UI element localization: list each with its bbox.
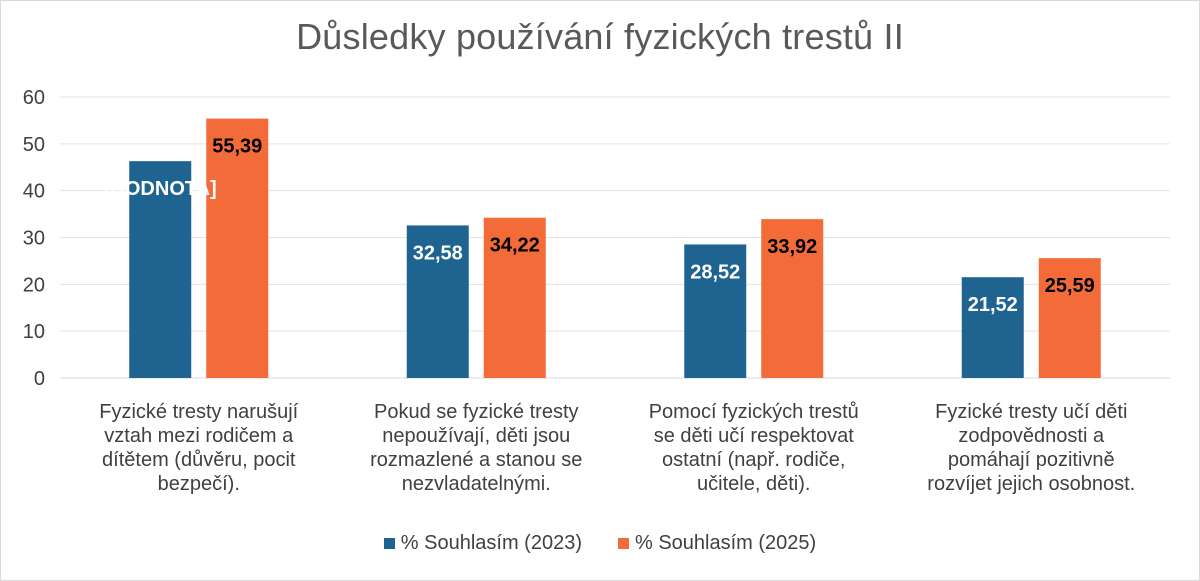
data-label-2023-2: 28,52 <box>690 261 740 283</box>
y-tick-label: 10 <box>23 321 45 343</box>
data-label-2023-3: 21,52 <box>968 294 1018 316</box>
legend-label-2025: % Souhlasím (2025) <box>635 532 817 554</box>
y-tick-label: 40 <box>23 181 45 203</box>
legend-swatch-2023 <box>383 538 395 549</box>
data-label-2025-2: 33,92 <box>767 236 817 258</box>
category-label-1: Pokud se fyzické tresty nepoužívají, děti… <box>370 401 582 495</box>
bar-2023-1[interactable] <box>406 225 469 378</box>
category-label-2: Pomocí fyzických trestů se děti učí respe… <box>649 401 859 495</box>
data-label-2023-1: 32,58 <box>413 242 463 264</box>
data-labels: [HODNOTA] 55,39 32,58 34,22 28,52 33,92 21,52 2… <box>104 136 1095 317</box>
y-tick-label: 0 <box>34 368 45 390</box>
legend: % Souhlasím (2023) % Souhlasím (2025) <box>0 532 1200 555</box>
bar-2023-2[interactable] <box>684 244 747 378</box>
bar-2025-0[interactable] <box>206 118 269 379</box>
category-labels: Fyzické tresty narušují vztah mezi rodiče… <box>99 401 1135 495</box>
data-label-2025-3: 25,59 <box>1045 275 1095 297</box>
bar-2025-1[interactable] <box>483 217 546 378</box>
category-label-0: Fyzické tresty narušují vztah mezi rodiče… <box>99 401 298 495</box>
chart-title: Důsledky používání fyzických trestů II <box>296 16 904 57</box>
bar-2025-3[interactable] <box>1038 258 1101 378</box>
data-label-2025-0: 55,39 <box>212 136 262 158</box>
y-tick-label: 20 <box>23 274 45 296</box>
legend-item-2023[interactable]: % Souhlasím (2023) <box>383 532 582 555</box>
bar-2023-3[interactable] <box>961 277 1024 378</box>
y-tick-label: 50 <box>23 134 45 156</box>
y-axis-ticks: 0 10 20 30 40 50 60 <box>23 87 45 390</box>
legend-label-2023: % Souhlasím (2023) <box>400 532 582 554</box>
legend-swatch-2025 <box>618 538 629 549</box>
y-tick-label: 60 <box>23 87 45 109</box>
bar-2025-2[interactable] <box>761 219 824 378</box>
data-label-2025-1: 34,22 <box>490 235 540 257</box>
y-tick-label: 30 <box>23 228 45 250</box>
bar-2023-0[interactable] <box>129 161 192 378</box>
legend-item-2025[interactable]: % Souhlasím (2025) <box>618 532 816 555</box>
data-label-2023-0: [HODNOTA] <box>104 178 217 200</box>
category-label-3: Fyzické tresty učí děti zodpovědnosti a po… <box>927 401 1135 495</box>
bars <box>129 118 1101 379</box>
